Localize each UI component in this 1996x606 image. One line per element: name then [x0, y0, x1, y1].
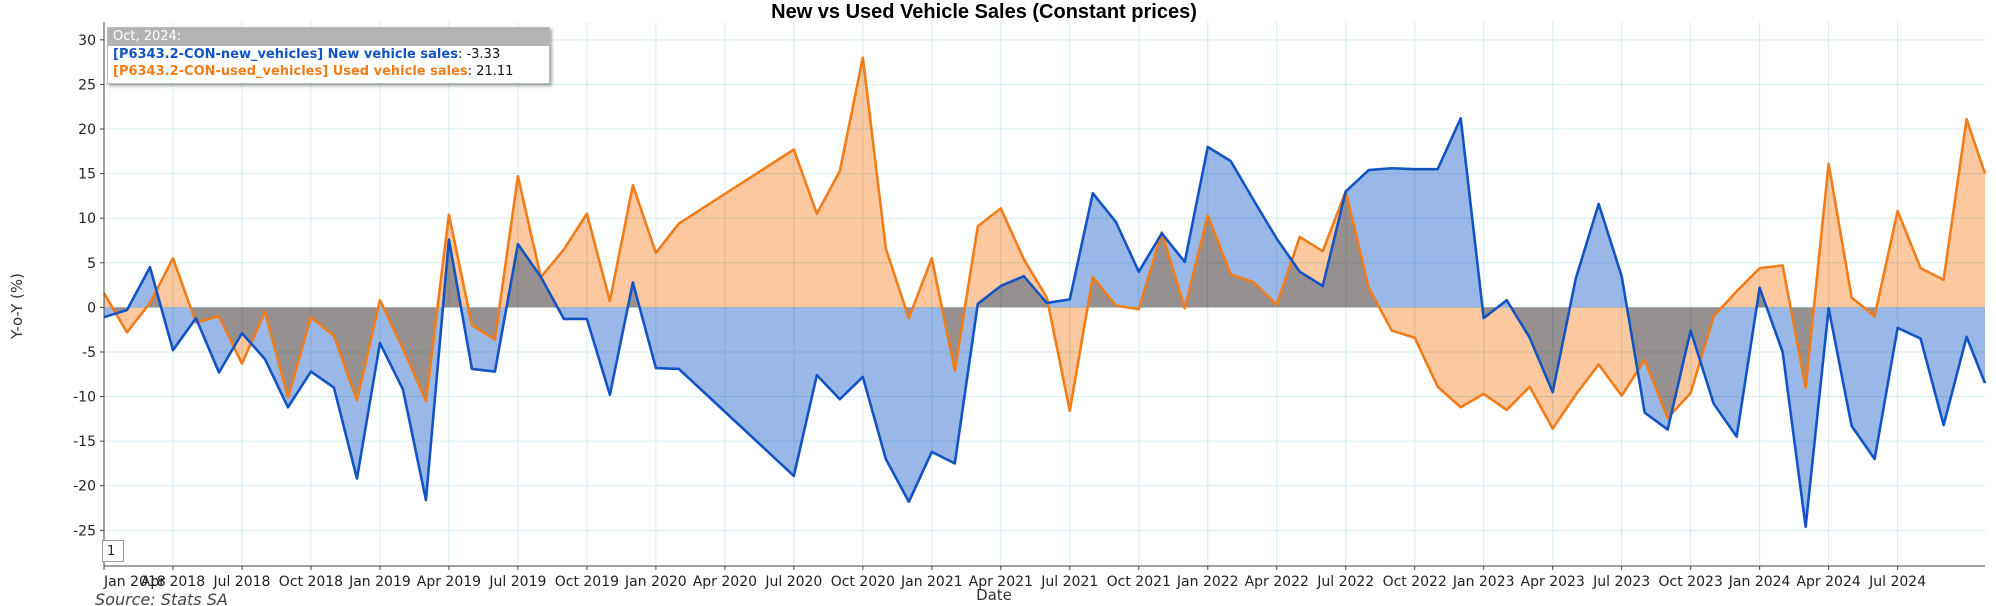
y-tick-label: -10	[73, 390, 96, 406]
x-tick-label: Jan 2021	[900, 574, 963, 590]
y-tick-label: 5	[87, 256, 96, 272]
tooltip-new-key: [P6343.2-CON-new_vehicles] New vehicle s…	[113, 47, 458, 62]
x-tick-label: Oct 2020	[831, 574, 895, 590]
x-tick-label: Jan 2020	[624, 574, 687, 590]
x-tick-label: Oct 2018	[279, 574, 343, 590]
x-tick-label: Jul 2023	[1592, 574, 1650, 590]
axes	[100, 22, 1985, 570]
chart-title: New vs Used Vehicle Sales (Constant pric…	[771, 1, 1197, 23]
y-tick-label: 30	[78, 33, 96, 49]
tooltip-new-value: : -3.33	[457, 47, 501, 62]
x-tick-label: Jul 2022	[1316, 574, 1374, 590]
x-tick-label: Apr 2019	[417, 574, 481, 590]
used-vehicle-sales-line	[102, 56, 1987, 430]
x-tick-label: Oct 2019	[555, 574, 619, 590]
y-tick-labels: 30 25 20 15 10 5 0 -5 -10 -15 -20 -25	[73, 33, 96, 539]
y-tick-label: 20	[78, 122, 96, 138]
x-tick-label: Apr 2021	[969, 574, 1033, 590]
tooltip-row-used: [P6343.2-CON-used_vehicles] Used vehicle…	[108, 63, 549, 80]
new-vehicle-sales-line	[103, 117, 1987, 529]
x-tick-label: Oct 2022	[1383, 574, 1447, 590]
x-tick-label: Jul 2024	[1868, 574, 1926, 590]
tooltip-used-value: : 21.11	[467, 64, 514, 79]
y-tick-label: -25	[73, 523, 96, 539]
hover-tooltip: Oct, 2024: [P6343.2-CON-new_vehicles] Ne…	[107, 27, 550, 84]
x-tick-label: Jan 2024	[1728, 574, 1791, 590]
x-axis-label: Date	[976, 586, 1012, 604]
x-tick-label: Jan 2022	[1176, 574, 1239, 590]
x-tick-label: Jul 2019	[488, 574, 546, 590]
x-tick-label: Oct 2021	[1107, 574, 1171, 590]
y-tick-label: 25	[78, 77, 96, 93]
area-fills	[104, 57, 1985, 527]
series-lines	[102, 56, 1987, 529]
x-tick-label: Apr 2022	[1245, 574, 1309, 590]
y-tick-label: -5	[82, 345, 96, 361]
tooltip-row-new: [P6343.2-CON-new_vehicles] New vehicle s…	[108, 46, 549, 63]
tooltip-used-key: [P6343.2-CON-used_vehicles] Used vehicle…	[113, 64, 468, 79]
x-tick-label: Apr 2020	[693, 574, 757, 590]
x-tick-label: Jul 2018	[212, 574, 270, 590]
y-tick-label: 15	[78, 167, 96, 183]
y-tick-label: 0	[87, 300, 96, 316]
y-tick-label: -20	[73, 479, 96, 495]
source-note: Source: Stats SA	[95, 590, 228, 606]
x-tick-label: Jan 2023	[1452, 574, 1515, 590]
x-tick-label: Apr 2024	[1796, 574, 1860, 590]
x-tick-label: Jul 2020	[764, 574, 822, 590]
new-area-fill	[104, 118, 1985, 527]
used-area-fill	[104, 57, 1985, 429]
x-tick-label: Jan 2019	[348, 574, 411, 590]
page-indicator[interactable]: 1	[102, 540, 124, 562]
x-tick-label: Oct 2023	[1659, 574, 1723, 590]
x-tick-label: Jan 2018	[103, 574, 166, 590]
y-tick-label: -15	[73, 434, 96, 450]
x-tick-label: Apr 2018	[141, 574, 205, 590]
y-axis-label: Y-o-Y (%)	[8, 273, 26, 340]
x-tick-label: Apr 2023	[1521, 574, 1585, 590]
tooltip-date: Oct, 2024:	[108, 28, 549, 46]
x-tick-label: Jul 2021	[1040, 574, 1098, 590]
y-tick-label: 10	[78, 211, 96, 227]
